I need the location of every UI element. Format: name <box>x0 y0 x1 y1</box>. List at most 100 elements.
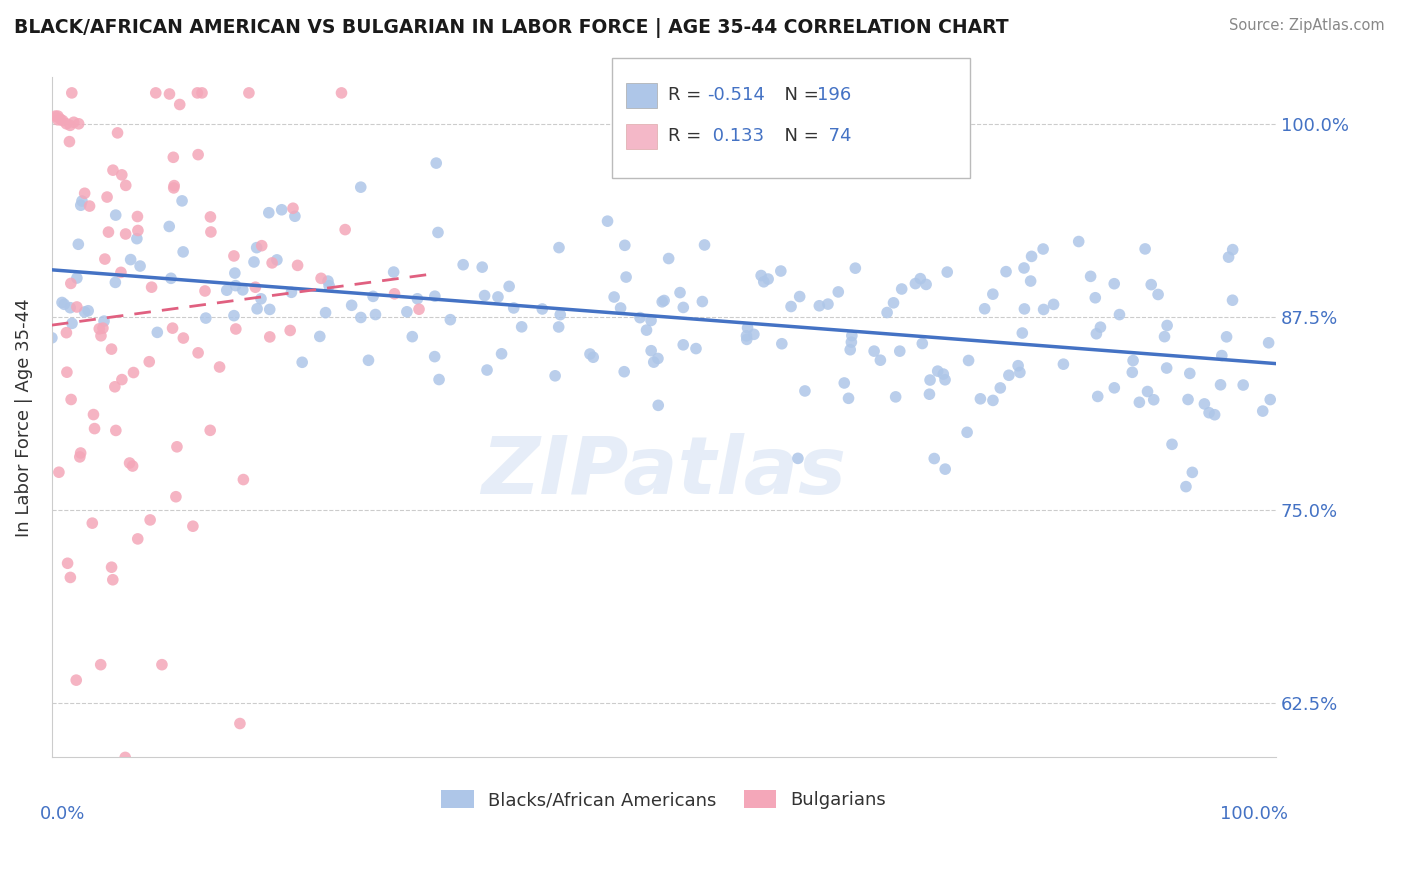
Point <box>138 355 160 369</box>
Text: N =: N = <box>773 128 825 145</box>
Point <box>257 205 280 219</box>
Point <box>66 271 89 285</box>
Point <box>101 573 124 587</box>
Point <box>150 657 173 672</box>
Point <box>658 252 681 266</box>
Point <box>1177 392 1199 407</box>
Text: R =: R = <box>668 87 707 104</box>
Point <box>1084 291 1107 305</box>
Point <box>609 301 631 315</box>
Point <box>1102 277 1125 291</box>
Point <box>44 109 66 123</box>
Point <box>181 519 204 533</box>
Point <box>56 365 79 379</box>
Point <box>259 330 281 344</box>
Point <box>127 210 149 224</box>
Point <box>66 300 89 314</box>
Point <box>114 227 136 241</box>
Point <box>250 292 273 306</box>
Point <box>876 305 898 319</box>
Point <box>187 147 209 161</box>
Point <box>769 264 792 278</box>
Point <box>910 271 932 285</box>
Point <box>423 289 446 303</box>
Point <box>79 199 101 213</box>
Point <box>922 451 945 466</box>
Point <box>1080 269 1102 284</box>
Point <box>998 368 1021 383</box>
Point <box>225 278 247 293</box>
Point <box>737 320 759 334</box>
Point <box>1161 437 1184 451</box>
Point <box>89 322 111 336</box>
Point <box>1198 406 1220 420</box>
Point <box>1019 274 1042 288</box>
Point <box>1181 466 1204 480</box>
Point <box>486 290 509 304</box>
Point <box>1178 367 1201 381</box>
Point <box>1012 260 1035 275</box>
Point <box>69 446 91 460</box>
Point <box>194 311 217 326</box>
Point <box>786 451 808 466</box>
Point <box>208 359 231 374</box>
Point <box>474 288 496 302</box>
Point <box>531 301 554 316</box>
Point <box>384 286 406 301</box>
Point <box>58 135 80 149</box>
Point <box>245 280 267 294</box>
Point <box>284 209 307 223</box>
Point <box>382 265 405 279</box>
Point <box>890 282 912 296</box>
Point <box>222 249 245 263</box>
Point <box>1140 277 1163 292</box>
Point <box>1194 397 1216 411</box>
Point <box>163 178 186 193</box>
Point <box>165 490 187 504</box>
Point <box>169 97 191 112</box>
Point <box>927 364 949 378</box>
Point <box>308 329 330 343</box>
Point <box>918 387 941 401</box>
Point <box>83 421 105 435</box>
Point <box>1108 308 1130 322</box>
Point <box>1156 361 1178 376</box>
Point <box>186 86 208 100</box>
Point <box>73 305 96 319</box>
Point <box>111 168 134 182</box>
Point <box>1232 378 1254 392</box>
Point <box>53 297 76 311</box>
Point <box>672 338 695 352</box>
Point <box>127 532 149 546</box>
Point <box>969 392 991 406</box>
Point <box>770 336 793 351</box>
Point <box>981 393 1004 408</box>
Point <box>789 289 811 303</box>
Point <box>1007 359 1029 373</box>
Point <box>742 327 765 342</box>
Point <box>266 252 288 267</box>
Point <box>59 301 82 315</box>
Point <box>270 202 292 217</box>
Point <box>163 181 186 195</box>
Point <box>579 347 602 361</box>
Point <box>59 277 82 291</box>
Point <box>401 329 423 343</box>
Point <box>145 86 167 100</box>
Point <box>475 363 498 377</box>
Point <box>1147 287 1170 301</box>
Point <box>749 268 772 283</box>
Point <box>51 295 73 310</box>
Point <box>56 556 79 570</box>
Point <box>69 450 91 464</box>
Point <box>808 299 831 313</box>
Point <box>129 259 152 273</box>
Point <box>62 115 84 129</box>
Point <box>309 271 332 285</box>
Point <box>1215 330 1237 344</box>
Point <box>357 353 380 368</box>
Text: R =: R = <box>668 128 707 145</box>
Text: 100.0%: 100.0% <box>1220 805 1288 823</box>
Point <box>146 326 169 340</box>
Point <box>262 256 284 270</box>
